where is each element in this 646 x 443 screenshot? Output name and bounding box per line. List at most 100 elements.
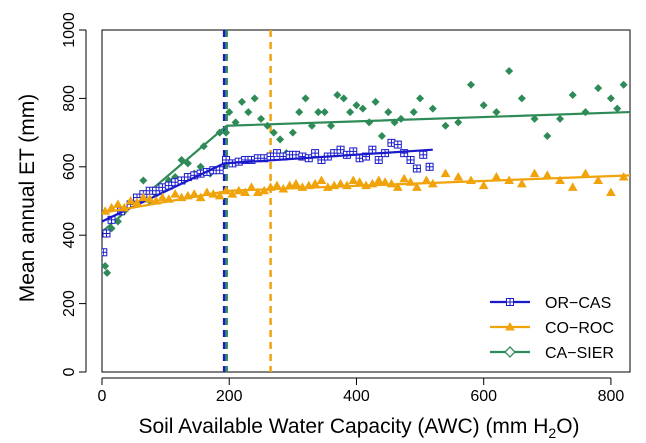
point-ca-sier-66 (606, 94, 615, 103)
point-co-roc-7 (144, 194, 155, 203)
point-ca-sier-21 (222, 128, 231, 137)
point-co-roc-49 (412, 182, 422, 191)
point-co-roc-56 (491, 172, 502, 181)
point-ca-sier-25 (244, 108, 253, 117)
point-co-roc-65 (606, 187, 616, 196)
point-co-roc-27 (272, 180, 282, 190)
point-ca-sier-46 (377, 132, 386, 141)
point-ca-sier-50 (409, 108, 418, 117)
point-co-roc-46 (392, 182, 403, 191)
point-co-roc-5 (132, 197, 142, 207)
legend-marker-or-cas (506, 298, 514, 306)
x-axis: 0 200 400 600 800 (98, 377, 625, 405)
point-ca-sier-51 (416, 94, 425, 103)
legend-label-ca-sier: CA−SIER (545, 345, 614, 362)
point-ca-sier-17 (196, 162, 205, 171)
point-or-cas-46 (393, 140, 402, 149)
point-ca-sier-32 (288, 128, 297, 137)
point-co-roc-11 (170, 189, 181, 198)
x-tick-label-0: 0 (98, 388, 107, 405)
point-ca-sier-37 (320, 108, 329, 117)
point-or-cas-37 (336, 145, 345, 154)
point-co-roc-9 (157, 192, 168, 202)
y-tick-label-1000: 1000 (61, 12, 78, 48)
point-co-roc-61 (555, 175, 565, 184)
point-ca-sier-59 (517, 94, 526, 103)
plot-frame (101, 29, 631, 373)
fit-line-co-roc (102, 174, 630, 215)
point-co-roc-4 (125, 195, 136, 205)
y-axis-label: Mean annual ET (mm) (16, 94, 39, 303)
point-ca-sier-1 (103, 268, 112, 277)
point-co-roc-34 (316, 175, 327, 184)
point-ca-sier-22 (225, 108, 234, 117)
point-co-roc-43 (373, 175, 384, 184)
point-ca-sier-60 (530, 114, 539, 123)
point-ca-sier-58 (505, 67, 514, 76)
point-ca-sier-63 (568, 90, 577, 99)
point-ca-sier-41 (346, 108, 355, 117)
point-ca-sier-62 (556, 114, 565, 123)
legend-item-ca-sier: CA−SIER (490, 345, 614, 362)
point-ca-sier-27 (257, 114, 266, 123)
point-or-cas-33 (311, 149, 320, 158)
point-ca-sier-65 (594, 84, 603, 93)
point-ca-sier-2 (107, 224, 116, 233)
point-co-roc-60 (542, 170, 553, 179)
y-tick-label-200: 200 (61, 290, 78, 317)
legend: OR−CAS CO−ROC CA−SIER (490, 295, 614, 362)
point-ca-sier-38 (327, 121, 336, 130)
point-co-roc-40 (354, 177, 365, 186)
point-ca-sier-36 (314, 108, 323, 117)
point-ca-sier-24 (237, 97, 246, 106)
point-co-roc-58 (516, 178, 527, 188)
point-co-roc-53 (453, 172, 464, 181)
point-ca-sier-45 (371, 97, 380, 106)
point-ca-sier-57 (492, 108, 501, 117)
point-co-roc-2 (113, 199, 123, 208)
point-ca-sier-33 (295, 108, 304, 117)
point-ca-sier-42 (352, 101, 361, 110)
point-ca-sier-55 (466, 80, 475, 89)
point-co-roc-22 (240, 187, 250, 196)
legend-item-co-roc: CO−ROC (490, 320, 614, 337)
point-co-roc-63 (580, 168, 591, 178)
point-ca-sier-47 (384, 108, 393, 117)
plot-inner (102, 30, 630, 372)
point-ca-sier-68 (619, 80, 628, 89)
y-tick-label-600: 600 (61, 153, 78, 180)
point-or-cas-48 (406, 155, 415, 164)
point-co-roc-52 (440, 168, 451, 178)
x-axis-label-end: O) (556, 415, 579, 438)
point-or-cas-0 (102, 248, 108, 257)
x-axis-label: Soil Available Water Capacity (AWC) (mm … (138, 415, 579, 441)
point-co-roc-47 (399, 173, 410, 183)
point-ca-sier-35 (307, 121, 316, 130)
point-ca-sier-0 (102, 261, 110, 270)
point-ca-sier-53 (441, 121, 450, 130)
x-tick-label-600: 600 (470, 388, 497, 405)
point-ca-sier-34 (301, 94, 310, 103)
legend-label-co-roc: CO−ROC (545, 320, 614, 337)
plot-area (101, 29, 631, 373)
point-ca-sier-29 (269, 128, 278, 137)
point-ca-sier-69 (629, 30, 630, 31)
point-or-cas-49 (412, 164, 421, 173)
point-co-roc-59 (529, 168, 540, 178)
point-ca-sier-56 (479, 101, 488, 110)
legend-label-or-cas: OR−CAS (545, 295, 611, 312)
point-or-cas-50 (419, 150, 428, 159)
x-tick-label-200: 200 (216, 388, 243, 405)
point-or-cas-18 (215, 166, 224, 175)
point-co-roc-30 (291, 178, 301, 188)
y-tick-label-800: 800 (61, 85, 78, 112)
point-or-cas-51 (425, 162, 434, 171)
series-co-roc (102, 168, 630, 215)
point-co-roc-18 (214, 190, 225, 200)
x-tick-label-400: 400 (343, 388, 370, 405)
point-co-roc-64 (593, 175, 604, 184)
point-ca-sier-67 (613, 104, 622, 113)
point-ca-sier-54 (454, 118, 463, 127)
x-tick-label-800: 800 (598, 388, 625, 405)
